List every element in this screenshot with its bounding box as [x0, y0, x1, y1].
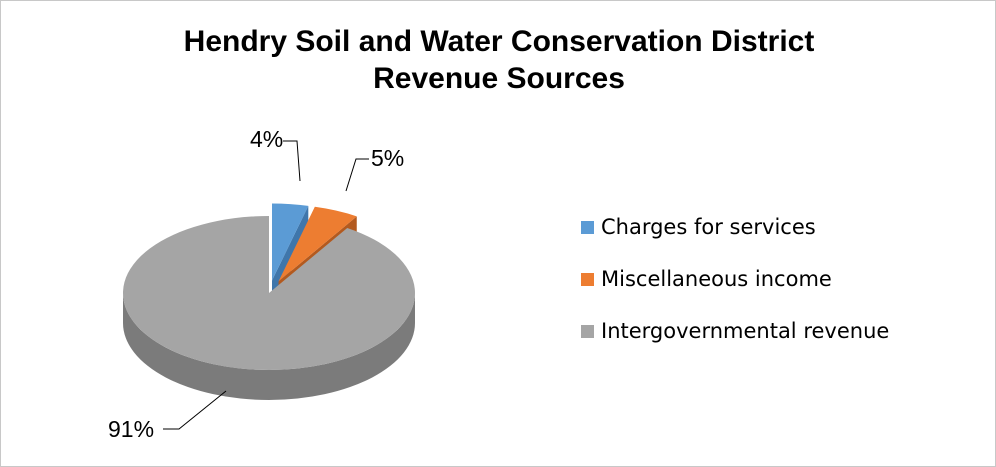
pie-slice-misc [278, 206, 357, 282]
chart-title: Hendry Soil and Water Conservation Distr… [1, 23, 996, 97]
legend-swatch-charges [581, 220, 594, 234]
legend-swatch-intergov [581, 324, 594, 338]
pie-tops [122, 203, 415, 370]
legend: Charges for services Miscellaneous incom… [581, 201, 889, 357]
pie-slice-charges [272, 203, 309, 281]
leader-line-intergov [163, 390, 227, 430]
legend-item-charges: Charges for services [581, 201, 889, 253]
legend-label-misc: Miscellaneous income [601, 267, 832, 291]
legend-label-charges: Charges for services [601, 215, 816, 239]
legend-swatch-misc [581, 272, 594, 286]
data-label-charges: 4% [250, 126, 283, 152]
legend-item-intergov: Intergovernmental revenue [581, 305, 889, 357]
pie-labels: 4% 5% 91% [108, 126, 404, 442]
chart-title-line-1: Hendry Soil and Water Conservation Distr… [183, 25, 815, 58]
leader-line-misc [345, 158, 369, 192]
data-label-misc: 5% [371, 145, 404, 171]
legend-item-misc: Miscellaneous income [581, 253, 889, 305]
leader-line-charges [283, 140, 301, 182]
legend-label-intergov: Intergovernmental revenue [601, 319, 890, 343]
data-label-intergov: 91% [108, 416, 154, 442]
chart-title-line-2: Revenue Sources [373, 62, 625, 95]
pie-slice-intergov [122, 216, 415, 370]
pie-side-intergov [123, 293, 415, 400]
